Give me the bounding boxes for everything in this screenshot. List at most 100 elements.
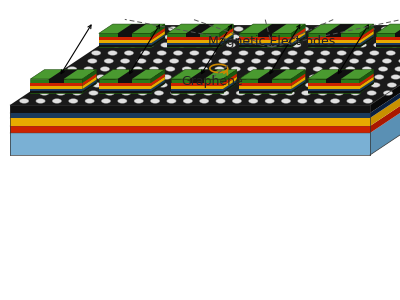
Polygon shape: [291, 82, 305, 93]
Ellipse shape: [202, 59, 212, 63]
Polygon shape: [10, 25, 400, 105]
Polygon shape: [151, 28, 165, 40]
Polygon shape: [99, 70, 165, 79]
Ellipse shape: [152, 27, 162, 31]
Polygon shape: [151, 31, 165, 44]
Ellipse shape: [140, 51, 150, 55]
Ellipse shape: [183, 99, 192, 103]
Polygon shape: [99, 89, 151, 91]
Ellipse shape: [133, 67, 142, 71]
Polygon shape: [151, 80, 165, 91]
Ellipse shape: [211, 75, 220, 79]
Ellipse shape: [300, 59, 310, 63]
Polygon shape: [171, 79, 223, 93]
Polygon shape: [370, 25, 400, 113]
Ellipse shape: [178, 75, 188, 79]
Polygon shape: [171, 91, 223, 93]
Ellipse shape: [132, 35, 141, 39]
Ellipse shape: [44, 83, 53, 87]
Polygon shape: [291, 34, 305, 45]
Ellipse shape: [304, 51, 314, 55]
Ellipse shape: [194, 43, 203, 47]
Polygon shape: [186, 24, 214, 33]
Text: Graphené: Graphené: [181, 76, 243, 88]
Polygon shape: [239, 83, 291, 86]
Ellipse shape: [398, 59, 400, 63]
Ellipse shape: [299, 27, 309, 31]
Ellipse shape: [224, 83, 233, 87]
Ellipse shape: [326, 75, 335, 79]
Ellipse shape: [328, 35, 338, 39]
Polygon shape: [82, 82, 96, 93]
Ellipse shape: [387, 83, 396, 87]
Ellipse shape: [68, 67, 77, 71]
Ellipse shape: [313, 67, 322, 71]
Ellipse shape: [173, 51, 183, 55]
Polygon shape: [10, 105, 370, 113]
Ellipse shape: [284, 59, 294, 63]
Ellipse shape: [316, 27, 325, 31]
Polygon shape: [258, 24, 286, 33]
Ellipse shape: [186, 59, 195, 63]
Ellipse shape: [218, 27, 227, 31]
Ellipse shape: [100, 67, 110, 71]
Ellipse shape: [242, 43, 252, 47]
Polygon shape: [308, 70, 374, 79]
Ellipse shape: [292, 43, 301, 47]
Ellipse shape: [289, 83, 298, 87]
Polygon shape: [326, 70, 355, 79]
Polygon shape: [49, 70, 78, 79]
Ellipse shape: [272, 51, 281, 55]
Polygon shape: [219, 24, 233, 47]
Ellipse shape: [104, 59, 114, 63]
Ellipse shape: [146, 75, 155, 79]
Polygon shape: [151, 82, 165, 93]
Polygon shape: [239, 38, 291, 40]
Ellipse shape: [231, 67, 240, 71]
Ellipse shape: [220, 91, 229, 95]
Ellipse shape: [341, 43, 350, 47]
Ellipse shape: [197, 35, 207, 39]
Ellipse shape: [244, 75, 253, 79]
Polygon shape: [99, 86, 151, 89]
Polygon shape: [360, 24, 374, 47]
Ellipse shape: [170, 59, 179, 63]
Polygon shape: [99, 40, 151, 43]
Ellipse shape: [137, 59, 146, 63]
Polygon shape: [239, 86, 291, 89]
Ellipse shape: [283, 27, 292, 31]
Ellipse shape: [269, 91, 278, 95]
Polygon shape: [239, 79, 291, 93]
Polygon shape: [370, 33, 400, 118]
Ellipse shape: [357, 43, 366, 47]
Ellipse shape: [330, 99, 340, 103]
Ellipse shape: [260, 75, 270, 79]
Ellipse shape: [134, 99, 144, 103]
Ellipse shape: [344, 35, 354, 39]
Ellipse shape: [168, 27, 178, 31]
Ellipse shape: [366, 59, 375, 63]
Polygon shape: [239, 33, 291, 47]
Ellipse shape: [371, 83, 380, 87]
Ellipse shape: [354, 83, 364, 87]
Ellipse shape: [174, 83, 184, 87]
Ellipse shape: [250, 27, 260, 31]
Polygon shape: [82, 80, 96, 91]
Ellipse shape: [275, 43, 285, 47]
Polygon shape: [151, 34, 165, 45]
Ellipse shape: [337, 51, 346, 55]
Ellipse shape: [76, 83, 86, 87]
Ellipse shape: [317, 59, 326, 63]
Polygon shape: [167, 44, 219, 45]
Polygon shape: [308, 86, 360, 89]
Ellipse shape: [256, 83, 266, 87]
Polygon shape: [99, 24, 165, 33]
Ellipse shape: [302, 91, 311, 95]
Polygon shape: [167, 45, 219, 47]
Ellipse shape: [365, 27, 374, 31]
Ellipse shape: [52, 99, 62, 103]
Polygon shape: [308, 79, 360, 93]
Polygon shape: [99, 45, 151, 47]
Ellipse shape: [191, 83, 200, 87]
Polygon shape: [308, 24, 374, 33]
